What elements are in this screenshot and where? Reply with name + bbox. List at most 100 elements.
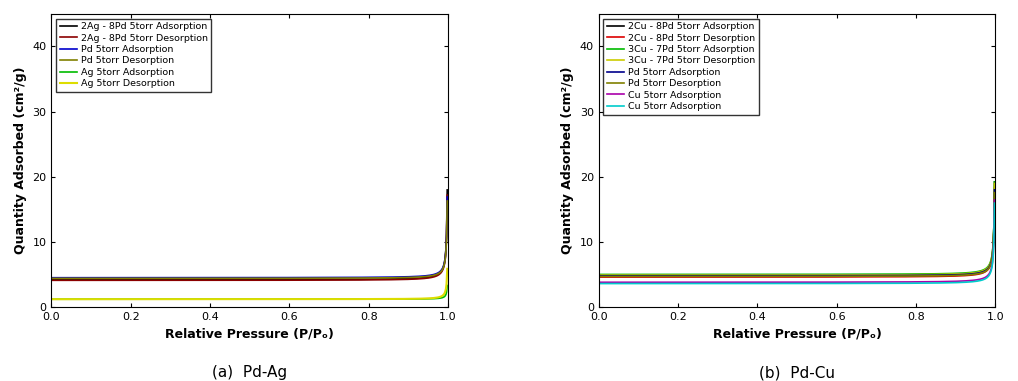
Pd 5torr Desorption (663, 274, 675, 279)
3Cu - 7Pd 5torr Adsorption (826, 272, 838, 277)
Pd 5torr Adsorption (857, 273, 869, 278)
Line: 3Cu - 7Pd 5torr Desorption: 3Cu - 7Pd 5torr Desorption (600, 184, 995, 275)
3Cu - 7Pd 5torr Adsorption (663, 272, 675, 277)
3Cu - 7Pd 5torr Desorption (857, 273, 869, 277)
Ag 5torr Adsorption (225, 297, 237, 301)
Pd 5torr Desorption (694, 274, 706, 279)
Pd 5torr Desorption (772, 274, 784, 279)
Line: Ag 5torr Adsorption: Ag 5torr Adsorption (52, 285, 447, 299)
Cu 5torr Adsorption (988, 201, 1001, 205)
Line: Pd 5torr Adsorption: Pd 5torr Adsorption (52, 197, 447, 278)
2Cu - 8Pd 5torr Desorption (772, 275, 784, 279)
X-axis label: Relative Pressure (P/Pₒ): Relative Pressure (P/Pₒ) (713, 327, 882, 341)
Legend: 2Ag - 8Pd 5torr Adsorption, 2Ag - 8Pd 5torr Desorption, Pd 5torr Adsorption, Pd : 2Ag - 8Pd 5torr Adsorption, 2Ag - 8Pd 5t… (56, 19, 212, 92)
Line: Ag 5torr Desorption: Ag 5torr Desorption (52, 269, 447, 299)
3Cu - 7Pd 5torr Desorption (891, 272, 903, 277)
2Cu - 8Pd 5torr Adsorption (694, 274, 706, 279)
Line: 2Ag - 8Pd 5torr Desorption: 2Ag - 8Pd 5torr Desorption (52, 195, 447, 280)
2Ag - 8Pd 5torr Desorption (46, 278, 58, 283)
2Cu - 8Pd 5torr Desorption (988, 186, 1001, 190)
Line: Pd 5torr Adsorption: Pd 5torr Adsorption (600, 190, 995, 276)
Ag 5torr Desorption (309, 297, 322, 301)
2Cu - 8Pd 5torr Desorption (694, 275, 706, 279)
3Cu - 7Pd 5torr Desorption (593, 273, 606, 277)
Line: Cu 5torr Adsorption: Cu 5torr Adsorption (600, 200, 995, 282)
Y-axis label: Quantity Adsorbed (cm²/g): Quantity Adsorbed (cm²/g) (14, 67, 26, 254)
Text: (b)  Pd-Cu: (b) Pd-Cu (759, 365, 835, 380)
2Ag - 8Pd 5torr Adsorption (279, 277, 291, 282)
Ag 5torr Desorption (279, 297, 291, 301)
2Ag - 8Pd 5torr Desorption (279, 278, 291, 282)
Ag 5torr Desorption (441, 267, 453, 271)
3Cu - 7Pd 5torr Adsorption (772, 272, 784, 277)
Line: Cu 5torr Adsorption: Cu 5torr Adsorption (600, 203, 995, 283)
Ag 5torr Desorption (148, 297, 160, 301)
2Cu - 8Pd 5torr Desorption (663, 275, 675, 279)
2Ag - 8Pd 5torr Desorption (343, 278, 355, 282)
Pd 5torr Adsorption (988, 187, 1001, 192)
Pd 5torr Desorption (891, 274, 903, 279)
2Ag - 8Pd 5torr Desorption (441, 193, 453, 197)
Cu 5torr Adsorption (988, 198, 1001, 202)
3Cu - 7Pd 5torr Adsorption (988, 179, 1001, 184)
2Ag - 8Pd 5torr Adsorption (148, 277, 160, 282)
Pd 5torr Adsorption (593, 274, 606, 278)
Pd 5torr Desorption (988, 190, 1001, 195)
Line: Pd 5torr Desorption: Pd 5torr Desorption (600, 193, 995, 276)
Legend: 2Cu - 8Pd 5torr Adsorption, 2Cu - 8Pd 5torr Desorption, 3Cu - 7Pd 5torr Adsorpti: 2Cu - 8Pd 5torr Adsorption, 2Cu - 8Pd 5t… (604, 19, 759, 115)
2Cu - 8Pd 5torr Adsorption (772, 274, 784, 279)
Cu 5torr Adsorption (593, 280, 606, 285)
3Cu - 7Pd 5torr Adsorption (857, 272, 869, 277)
2Ag - 8Pd 5torr Desorption (309, 278, 322, 282)
2Cu - 8Pd 5torr Adsorption (663, 274, 675, 279)
Cu 5torr Adsorption (826, 280, 838, 285)
Cu 5torr Adsorption (857, 280, 869, 284)
Pd 5torr Desorption (46, 276, 58, 281)
Cu 5torr Adsorption (663, 281, 675, 286)
2Cu - 8Pd 5torr Desorption (891, 274, 903, 279)
Cu 5torr Adsorption (772, 280, 784, 285)
2Cu - 8Pd 5torr Adsorption (988, 180, 1001, 184)
Pd 5torr Adsorption (694, 274, 706, 278)
Cu 5torr Adsorption (857, 281, 869, 286)
Ag 5torr Desorption (343, 297, 355, 301)
2Cu - 8Pd 5torr Adsorption (826, 274, 838, 279)
3Cu - 7Pd 5torr Desorption (694, 273, 706, 277)
Ag 5torr Desorption (225, 297, 237, 301)
Ag 5torr Adsorption (279, 297, 291, 301)
Pd 5torr Desorption (857, 274, 869, 279)
Line: 3Cu - 7Pd 5torr Adsorption: 3Cu - 7Pd 5torr Adsorption (600, 182, 995, 274)
2Cu - 8Pd 5torr Adsorption (593, 274, 606, 279)
3Cu - 7Pd 5torr Desorption (826, 273, 838, 277)
Ag 5torr Adsorption (116, 297, 128, 301)
Text: (a)  Pd-Ag: (a) Pd-Ag (212, 365, 287, 380)
Line: Pd 5torr Desorption: Pd 5torr Desorption (52, 201, 447, 279)
3Cu - 7Pd 5torr Adsorption (891, 272, 903, 277)
2Cu - 8Pd 5torr Desorption (826, 275, 838, 279)
Cu 5torr Adsorption (694, 280, 706, 285)
Y-axis label: Quantity Adsorbed (cm²/g): Quantity Adsorbed (cm²/g) (561, 67, 574, 254)
2Ag - 8Pd 5torr Adsorption (116, 277, 128, 282)
2Ag - 8Pd 5torr Desorption (148, 278, 160, 283)
Cu 5torr Adsorption (826, 281, 838, 286)
Pd 5torr Desorption (441, 199, 453, 203)
Line: 2Ag - 8Pd 5torr Adsorption: 2Ag - 8Pd 5torr Adsorption (52, 190, 447, 280)
Pd 5torr Adsorption (826, 273, 838, 278)
3Cu - 7Pd 5torr Adsorption (694, 272, 706, 277)
2Ag - 8Pd 5torr Adsorption (225, 277, 237, 282)
Pd 5torr Adsorption (279, 275, 291, 280)
Ag 5torr Desorption (116, 297, 128, 301)
2Ag - 8Pd 5torr Adsorption (309, 277, 322, 282)
Cu 5torr Adsorption (891, 281, 903, 286)
Pd 5torr Adsorption (343, 275, 355, 280)
Line: 2Cu - 8Pd 5torr Adsorption: 2Cu - 8Pd 5torr Adsorption (600, 182, 995, 276)
Pd 5torr Desorption (116, 276, 128, 281)
2Cu - 8Pd 5torr Desorption (593, 275, 606, 279)
3Cu - 7Pd 5torr Desorption (988, 181, 1001, 186)
Pd 5torr Desorption (148, 276, 160, 281)
Ag 5torr Adsorption (148, 297, 160, 301)
2Ag - 8Pd 5torr Desorption (225, 278, 237, 283)
Pd 5torr Adsorption (116, 275, 128, 280)
Pd 5torr Desorption (826, 274, 838, 279)
Cu 5torr Adsorption (891, 280, 903, 284)
